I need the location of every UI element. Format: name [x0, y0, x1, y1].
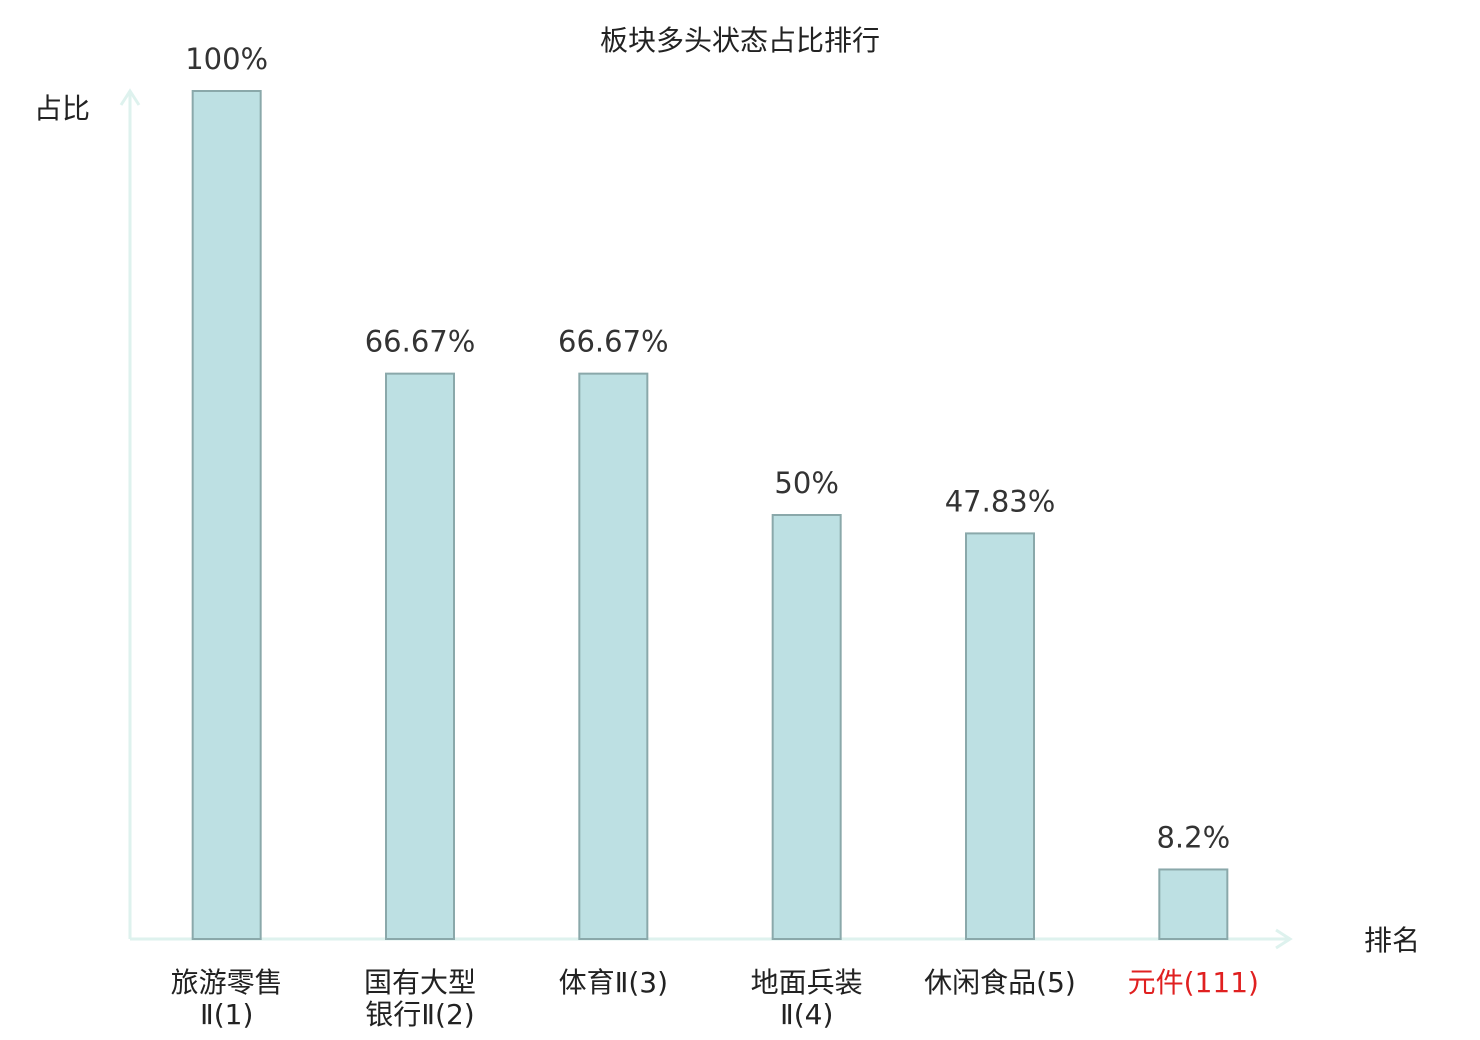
x-tick-label: 地面兵装 Ⅱ(4)	[751, 966, 863, 1031]
value-label: 50%	[774, 466, 838, 500]
x-tick-label: 元件(111)	[1128, 966, 1259, 999]
x-axis-label: 排名	[1364, 924, 1420, 957]
bar	[385, 372, 455, 940]
y-axis-label: 占比	[34, 92, 90, 125]
bar	[771, 514, 842, 940]
y-axis-arrow	[119, 88, 141, 106]
bar	[965, 532, 1035, 940]
x-tick-label: 旅游零售 Ⅱ(1)	[171, 966, 283, 1031]
bar	[1158, 868, 1229, 940]
value-label: 66.67%	[558, 325, 669, 359]
x-tick-label: 体育Ⅱ(3)	[559, 966, 668, 999]
value-label: 8.2%	[1156, 820, 1230, 854]
chart-title: 板块多头状态占比排行	[600, 24, 880, 57]
x-tick-label: 国有大型银行Ⅱ(2)	[364, 966, 476, 1031]
value-label: 100%	[185, 42, 268, 76]
x-axis-arrow	[1275, 928, 1293, 950]
x-tick-label: 休闲食品(5)	[924, 966, 1076, 999]
value-label: 66.67%	[365, 325, 476, 359]
value-label: 47.83%	[945, 484, 1056, 518]
bar	[578, 372, 649, 940]
bar	[191, 90, 262, 940]
